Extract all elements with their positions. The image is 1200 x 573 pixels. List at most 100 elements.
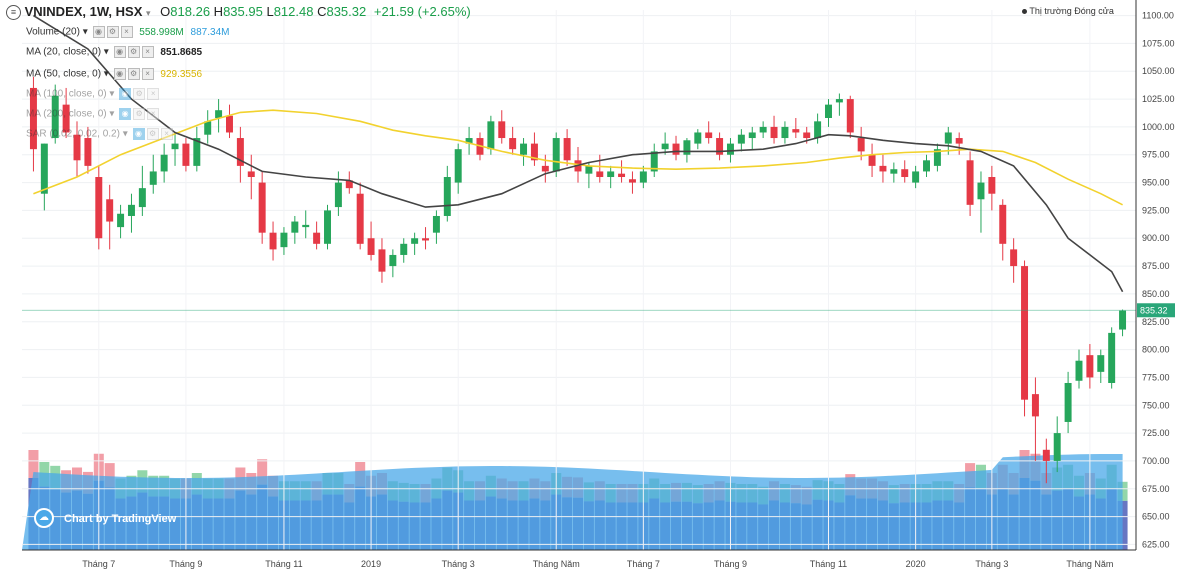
candle-body xyxy=(117,213,125,228)
last-price-line: 835.32 xyxy=(22,303,1175,318)
candle-body xyxy=(498,121,506,139)
y-axis: 1100.00 1075.00 1050.00 1025.00 1000.00 975.0… xyxy=(1135,0,1175,550)
indicator-volume[interactable]: Volume (20) ▾ ◉ ⚙ × 558.998M 887.34M xyxy=(26,26,230,38)
last-price-label: 835.32 xyxy=(1140,305,1168,315)
indicator-ma50[interactable]: MA (50, close, 0) ▾ ◉ ⚙ × 929.3556 xyxy=(26,68,203,80)
indicator-label: MA (200, close, 0) xyxy=(26,108,107,120)
y-tick-label: 850.00 xyxy=(1142,289,1170,299)
eye-icon[interactable]: ◉ xyxy=(132,128,145,140)
candle-body xyxy=(465,138,473,144)
candle-body xyxy=(389,254,397,267)
candle-body xyxy=(1097,355,1105,372)
candle-body xyxy=(324,210,331,244)
candle-body xyxy=(683,140,691,155)
candle-body xyxy=(607,171,615,178)
candle-body xyxy=(127,204,135,216)
tradingview-logo[interactable]: ☁ xyxy=(34,508,54,528)
close-icon[interactable]: × xyxy=(141,68,154,80)
gear-icon[interactable]: ⚙ xyxy=(133,108,146,120)
candle-body xyxy=(40,143,48,194)
candle-body xyxy=(628,179,636,183)
candle-body xyxy=(95,177,103,239)
candle-body xyxy=(879,165,887,172)
candle-body xyxy=(356,193,364,244)
gear-icon[interactable]: ⚙ xyxy=(127,46,140,58)
candle-body xyxy=(1053,433,1061,461)
eye-icon[interactable]: ◉ xyxy=(113,68,126,80)
candle-body xyxy=(487,121,495,150)
gear-icon[interactable]: ⚙ xyxy=(127,68,140,80)
last-price-badge xyxy=(1137,303,1175,318)
close-icon[interactable]: × xyxy=(147,108,160,120)
indicator-ma20[interactable]: MA (20, close, 0) ▾ ◉ ⚙ × 851.8685 xyxy=(26,46,203,58)
eye-icon[interactable]: ◉ xyxy=(119,88,132,100)
candle-body xyxy=(400,243,408,255)
candle-body xyxy=(51,95,59,139)
indicator-ma100[interactable]: MA (100, close, 0) ▾ ◉ ⚙ × xyxy=(26,88,160,100)
indicator-ma200[interactable]: MA (200, close, 0) ▾ ◉ ⚙ × xyxy=(26,108,160,120)
symbol-title[interactable]: VNINDEX, 1W, HSX xyxy=(24,4,143,19)
open-value: 818.26 xyxy=(170,4,211,19)
candle-body xyxy=(814,121,822,139)
close-icon[interactable]: × xyxy=(160,128,173,140)
candle-body xyxy=(585,165,593,174)
gear-icon[interactable]: ⚙ xyxy=(106,26,119,38)
indicator-sar[interactable]: SAR (0.02, 0.02, 0.2) ▾ ◉ ⚙ × xyxy=(26,128,173,140)
close-icon[interactable]: × xyxy=(147,88,160,100)
candle-body xyxy=(215,110,223,118)
chevron-down-icon[interactable]: ▾ xyxy=(146,8,151,18)
candle-body xyxy=(149,171,157,185)
indicator-value: 851.8685 xyxy=(160,46,203,58)
x-tick-label: Tháng Năm xyxy=(533,559,580,569)
y-tick-label: 900.00 xyxy=(1142,233,1170,243)
eye-icon[interactable]: ◉ xyxy=(113,46,126,58)
candle-body xyxy=(792,129,800,133)
close-icon[interactable]: × xyxy=(120,26,133,38)
x-tick-label: Tháng Năm xyxy=(1066,559,1113,569)
candle-body xyxy=(977,182,985,200)
hamburger-icon[interactable]: ≡ xyxy=(6,5,21,21)
candle-body xyxy=(258,182,266,233)
gear-icon[interactable]: ⚙ xyxy=(146,128,159,140)
high-value: 835.95 xyxy=(223,4,263,19)
candle-body xyxy=(1075,360,1083,381)
y-tick-label: 1075.00 xyxy=(1142,38,1175,48)
y-tick-label: 725.00 xyxy=(1142,428,1170,438)
volume-ma-area xyxy=(22,454,1123,550)
legend-label: Thị trường Đóng cửa xyxy=(1029,6,1114,16)
candle-body xyxy=(182,143,190,166)
eye-icon[interactable]: ◉ xyxy=(92,26,105,38)
x-tick-label: Tháng 3 xyxy=(442,559,475,569)
close-icon[interactable]: × xyxy=(141,46,154,58)
candle-body xyxy=(443,177,451,216)
y-tick-label: 875.00 xyxy=(1142,261,1170,271)
high-label: H xyxy=(213,4,224,19)
candle-body xyxy=(84,138,92,166)
candle-body xyxy=(923,160,930,172)
candle-body xyxy=(1021,266,1029,400)
candle-body xyxy=(226,115,233,133)
gear-icon[interactable]: ⚙ xyxy=(133,88,146,100)
candle-body xyxy=(334,182,342,208)
candle-body xyxy=(999,204,1007,244)
candle-body xyxy=(596,171,604,178)
eye-icon[interactable]: ◉ xyxy=(119,108,132,120)
candle-body xyxy=(770,126,778,139)
candle-body xyxy=(846,99,854,133)
candle-body xyxy=(672,143,680,155)
watermark-text[interactable]: Chart by TradingView xyxy=(64,513,177,525)
y-tick-label: 1100.00 xyxy=(1142,11,1174,21)
candle-body xyxy=(160,154,168,172)
candle-body xyxy=(509,138,517,150)
candle-body xyxy=(313,232,321,244)
candle-body xyxy=(890,169,898,174)
x-axis: Tháng 7 Tháng 9 Tháng 11 2019 Tháng 3 Tháng N… xyxy=(22,549,1136,569)
candle-body xyxy=(367,238,375,255)
candle-body xyxy=(422,238,430,241)
candle-body xyxy=(236,138,244,166)
candle-body xyxy=(552,138,560,172)
x-tick-label: 2020 xyxy=(906,559,926,569)
indicator-value: 929.3556 xyxy=(160,68,203,80)
ma20-line xyxy=(32,14,1124,293)
